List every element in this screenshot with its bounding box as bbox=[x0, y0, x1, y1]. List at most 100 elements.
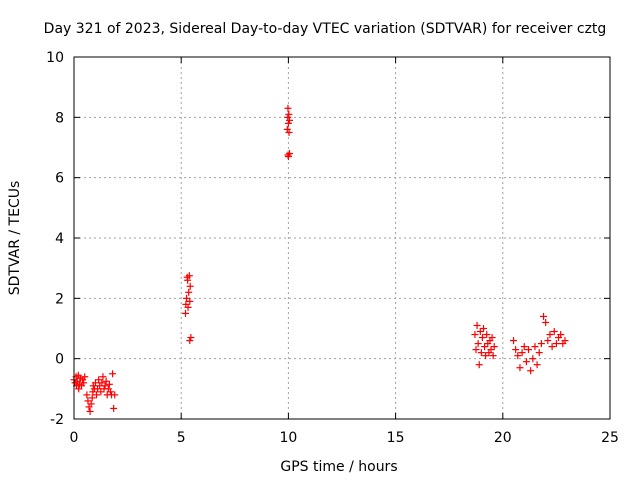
data-point bbox=[472, 346, 480, 354]
data-point bbox=[285, 128, 293, 136]
x-tick-label: 10 bbox=[279, 430, 297, 446]
data-point bbox=[535, 349, 543, 357]
x-tick-labels: 0 5 10 15 20 25 bbox=[70, 430, 619, 446]
y-axis-label: SDTVAR / TECUs bbox=[7, 181, 23, 296]
data-point bbox=[471, 331, 479, 339]
data-point bbox=[480, 325, 488, 332]
data-point bbox=[533, 361, 541, 369]
data-point bbox=[83, 391, 91, 399]
data-point bbox=[557, 331, 565, 339]
data-point bbox=[542, 318, 550, 326]
data-point bbox=[284, 119, 292, 127]
data-point bbox=[88, 394, 96, 402]
x-tick-label: 0 bbox=[70, 430, 79, 446]
grid bbox=[74, 57, 610, 419]
data-point bbox=[87, 400, 95, 408]
data-point bbox=[185, 288, 193, 296]
data-point bbox=[183, 294, 191, 302]
x-axis-label: GPS time / hours bbox=[280, 459, 397, 475]
data-point bbox=[473, 321, 481, 329]
data-point bbox=[186, 337, 194, 345]
data-point bbox=[477, 349, 485, 357]
data-point bbox=[537, 340, 545, 348]
data-point bbox=[186, 282, 194, 290]
data-point bbox=[522, 358, 530, 366]
data-point bbox=[514, 352, 522, 360]
data-point bbox=[184, 303, 192, 311]
data-point bbox=[106, 388, 114, 396]
data-point bbox=[284, 151, 292, 159]
data-point bbox=[102, 377, 110, 385]
plot-frame bbox=[73, 56, 611, 420]
data-point bbox=[531, 343, 539, 351]
data-point bbox=[283, 125, 291, 133]
data-points bbox=[70, 104, 569, 415]
chart-title: Day 321 of 2023, Sidereal Day-to-day VTE… bbox=[44, 21, 607, 37]
data-point bbox=[285, 116, 293, 124]
data-point bbox=[99, 373, 107, 381]
data-point bbox=[105, 380, 113, 388]
y-tick-labels: -2 0 2 4 6 8 10 bbox=[46, 50, 64, 428]
data-point bbox=[80, 379, 88, 387]
y-tick-label: 2 bbox=[55, 291, 64, 307]
y-tick-label: 4 bbox=[55, 231, 64, 247]
data-point bbox=[81, 373, 89, 381]
data-point bbox=[488, 334, 496, 342]
data-point bbox=[187, 334, 195, 342]
data-point bbox=[490, 343, 498, 351]
data-point bbox=[512, 346, 520, 354]
data-point bbox=[110, 404, 118, 412]
data-point bbox=[181, 309, 189, 317]
x-tick-label: 20 bbox=[494, 430, 512, 446]
x-tick-label: 15 bbox=[387, 430, 405, 446]
data-point bbox=[527, 367, 535, 375]
y-tick-label: 10 bbox=[46, 50, 64, 66]
data-point bbox=[516, 364, 524, 372]
data-point bbox=[529, 355, 537, 363]
x-tick-label: 5 bbox=[177, 430, 186, 446]
data-point bbox=[561, 337, 569, 345]
y-tick-label: 0 bbox=[55, 352, 64, 368]
data-point bbox=[489, 352, 497, 360]
data-point bbox=[284, 104, 292, 112]
data-point bbox=[86, 407, 94, 415]
data-point bbox=[525, 346, 533, 354]
x-tick-label: 25 bbox=[601, 430, 619, 446]
data-point bbox=[84, 397, 92, 405]
data-point bbox=[478, 334, 486, 342]
data-point bbox=[546, 331, 554, 339]
data-point bbox=[518, 349, 526, 357]
data-point bbox=[476, 328, 484, 336]
data-point bbox=[184, 276, 192, 284]
data-point bbox=[89, 388, 97, 396]
data-point bbox=[111, 391, 119, 399]
data-point bbox=[483, 331, 491, 339]
data-point bbox=[284, 113, 292, 121]
data-point bbox=[109, 370, 117, 378]
data-point bbox=[548, 343, 556, 351]
data-point bbox=[550, 328, 558, 336]
data-point bbox=[481, 343, 489, 351]
data-point bbox=[98, 379, 106, 387]
data-point bbox=[93, 391, 101, 399]
data-point bbox=[91, 379, 99, 387]
y-tick-label: 6 bbox=[55, 171, 64, 187]
data-point bbox=[482, 352, 490, 360]
data-point bbox=[475, 361, 483, 369]
data-point bbox=[540, 312, 548, 320]
data-point bbox=[552, 340, 560, 348]
y-tick-label: 8 bbox=[55, 110, 64, 126]
data-point bbox=[487, 346, 495, 354]
data-point bbox=[520, 343, 528, 351]
data-point bbox=[510, 337, 518, 345]
data-point bbox=[285, 150, 293, 158]
data-point bbox=[95, 376, 103, 384]
data-point bbox=[186, 297, 194, 305]
data-point bbox=[285, 110, 293, 118]
data-point bbox=[101, 382, 109, 390]
data-point bbox=[544, 337, 552, 345]
data-point bbox=[474, 340, 482, 348]
data-point bbox=[97, 388, 105, 396]
data-point bbox=[185, 272, 193, 280]
